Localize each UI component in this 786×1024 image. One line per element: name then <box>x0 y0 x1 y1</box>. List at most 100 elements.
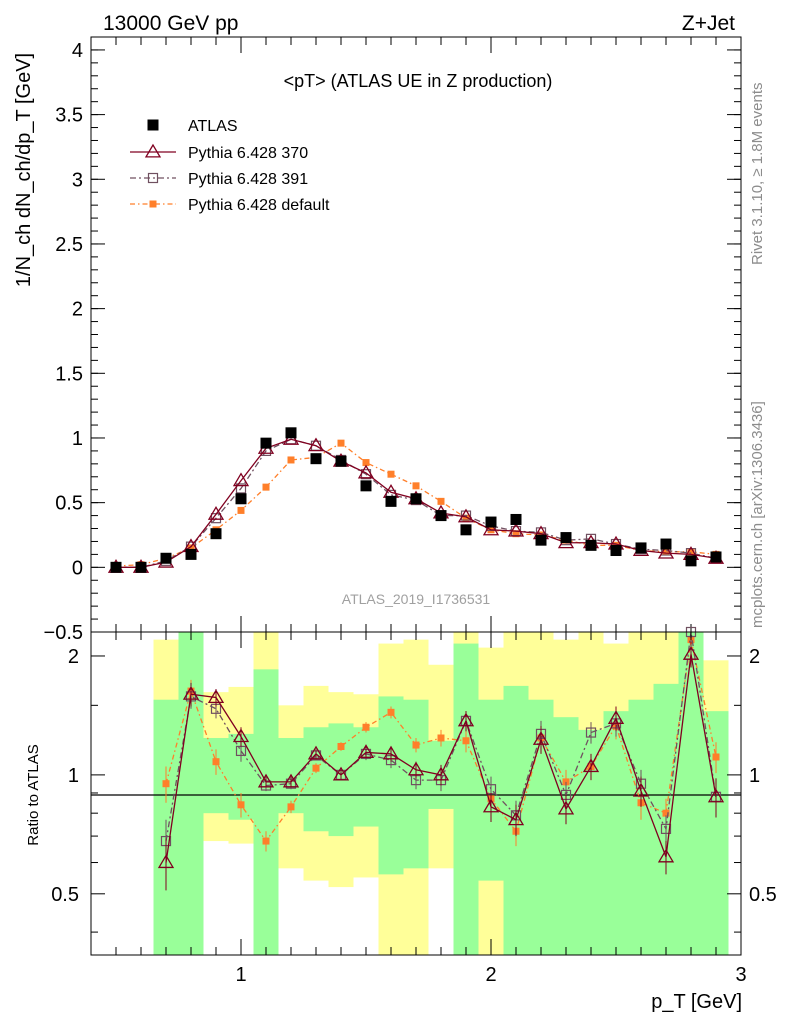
ratio-point-pdef <box>337 742 345 750</box>
header-right-label: Z+Jet <box>682 12 735 35</box>
main-ytick-label-1: 0 <box>72 557 83 579</box>
ratio-point-pdef <box>662 809 670 817</box>
point-atlas <box>485 516 497 528</box>
main-panel: −0.5 0 0.5 1 1.5 2 2.5 3 3.5 4 <pT> (ATLAS UE in … <box>13 36 742 644</box>
point-pdef <box>262 483 270 491</box>
point-atlas <box>585 539 597 551</box>
ratio-point-pdef <box>712 753 720 761</box>
main-ylabel: 1/N_ch dN_ch/dp_T [GeV] <box>13 53 35 287</box>
header-left-label: 13000 GeV pp <box>103 12 238 35</box>
legend-label-p391: Pythia 6.428 391 <box>188 171 308 188</box>
ratio-point-p370 <box>457 712 475 727</box>
point-p370 <box>357 464 375 479</box>
legend-label-atlas: ATLAS <box>188 118 238 135</box>
main-ytick-label-6: 2.5 <box>55 234 83 256</box>
ratio-point-p370 <box>307 745 325 760</box>
point-atlas <box>160 552 172 564</box>
point-p370 <box>507 522 525 537</box>
ratio-ytick-label-2: 2 <box>68 646 79 668</box>
band-green <box>628 699 654 955</box>
ratio-point-pdef <box>287 803 295 811</box>
band-green <box>253 669 279 955</box>
point-atlas <box>385 495 397 507</box>
band-green <box>453 643 479 955</box>
point-p391 <box>235 483 247 494</box>
ratio-point-p370 <box>482 798 500 813</box>
point-atlas <box>635 542 647 554</box>
ratio-point-p370 <box>382 745 400 760</box>
ratio-point-p370 <box>682 645 700 660</box>
ratio-ytick-label-right-1: 1 <box>749 765 760 787</box>
ratio-point-p370 <box>332 766 350 781</box>
main-ytick-label-9: 4 <box>72 40 83 62</box>
ratio-point-p370 <box>582 758 600 773</box>
ratio-point-p370 <box>707 788 725 803</box>
point-atlas <box>535 534 547 546</box>
point-atlas <box>460 524 472 536</box>
point-pdef <box>237 506 245 514</box>
ratio-point-pdef <box>262 837 270 845</box>
legend-label-p370: Pythia 6.428 370 <box>188 145 308 162</box>
point-atlas <box>510 513 522 525</box>
band-green <box>353 727 379 827</box>
point-pdef <box>512 530 520 538</box>
ratio-point-pdef <box>312 764 320 772</box>
point-atlas <box>185 548 197 560</box>
watermark-label: ATLAS_2019_I1736531 <box>342 591 491 607</box>
ratio-point-p370 <box>257 773 275 788</box>
point-pdef <box>437 497 445 505</box>
ratio-point-pdef <box>237 801 245 809</box>
point-p370 <box>232 472 250 487</box>
point-pdef <box>387 470 395 478</box>
point-atlas <box>110 561 122 573</box>
point-pdef <box>412 482 420 490</box>
ratio-point-p370 <box>557 800 575 815</box>
main-ytick-label-4: 1.5 <box>55 363 83 385</box>
ratio-point-p370 <box>507 811 525 826</box>
x-tick-label-1: 2 <box>485 964 496 986</box>
point-atlas <box>260 437 272 449</box>
ratio-ytick-label-right-2: 2 <box>749 646 760 668</box>
point-atlas <box>335 455 347 467</box>
main-ytick-label-2: 0.5 <box>55 493 83 515</box>
point-atlas <box>410 493 422 505</box>
point-p370 <box>207 506 225 520</box>
legend-marker-p370 <box>144 143 162 158</box>
ratio-ytick-label-right-0: 0.5 <box>749 884 777 906</box>
mcplots-label: mcplots.cern.ch [arXiv:1306.3436] <box>749 401 766 628</box>
ratio-point-p370 <box>282 773 300 788</box>
point-p370 <box>657 544 675 559</box>
ratio-ylabel: Ratio to ATLAS <box>25 744 42 845</box>
ratio-point-pdef <box>212 758 220 766</box>
point-atlas <box>310 453 322 465</box>
point-atlas <box>285 427 297 439</box>
ratio-point-pdef <box>412 741 420 749</box>
ratio-point-pdef <box>362 723 370 731</box>
point-atlas <box>210 528 222 540</box>
legend-marker-pdef <box>149 200 157 208</box>
main-ytick-label-7: 3 <box>72 169 83 191</box>
ratio-point-p370 <box>407 761 425 776</box>
band-green <box>603 711 629 955</box>
point-atlas <box>710 551 722 563</box>
ratio-point-p370 <box>182 685 200 700</box>
point-atlas <box>235 493 247 505</box>
point-pdef <box>287 456 295 464</box>
point-pdef <box>687 548 695 556</box>
main-title: <pT> (ATLAS UE in Z production) <box>284 71 553 91</box>
band-green <box>378 696 404 875</box>
point-atlas <box>685 555 697 567</box>
point-p370 <box>307 437 325 452</box>
main-ytick-label-3: 1 <box>72 428 83 450</box>
point-pdef <box>462 514 470 522</box>
x-tick-label-0: 1 <box>235 964 246 986</box>
band-green <box>303 727 329 832</box>
x-axis-label: p_T [GeV] <box>651 991 742 1013</box>
main-ytick-label-8: 3.5 <box>55 105 83 127</box>
main-ytick-label-0: −0.5 <box>44 622 83 644</box>
point-atlas <box>360 480 372 492</box>
x-tick-label-2: 3 <box>735 964 746 986</box>
ratio-point-p370 <box>232 728 250 743</box>
ratio-point-pdef <box>162 780 170 788</box>
